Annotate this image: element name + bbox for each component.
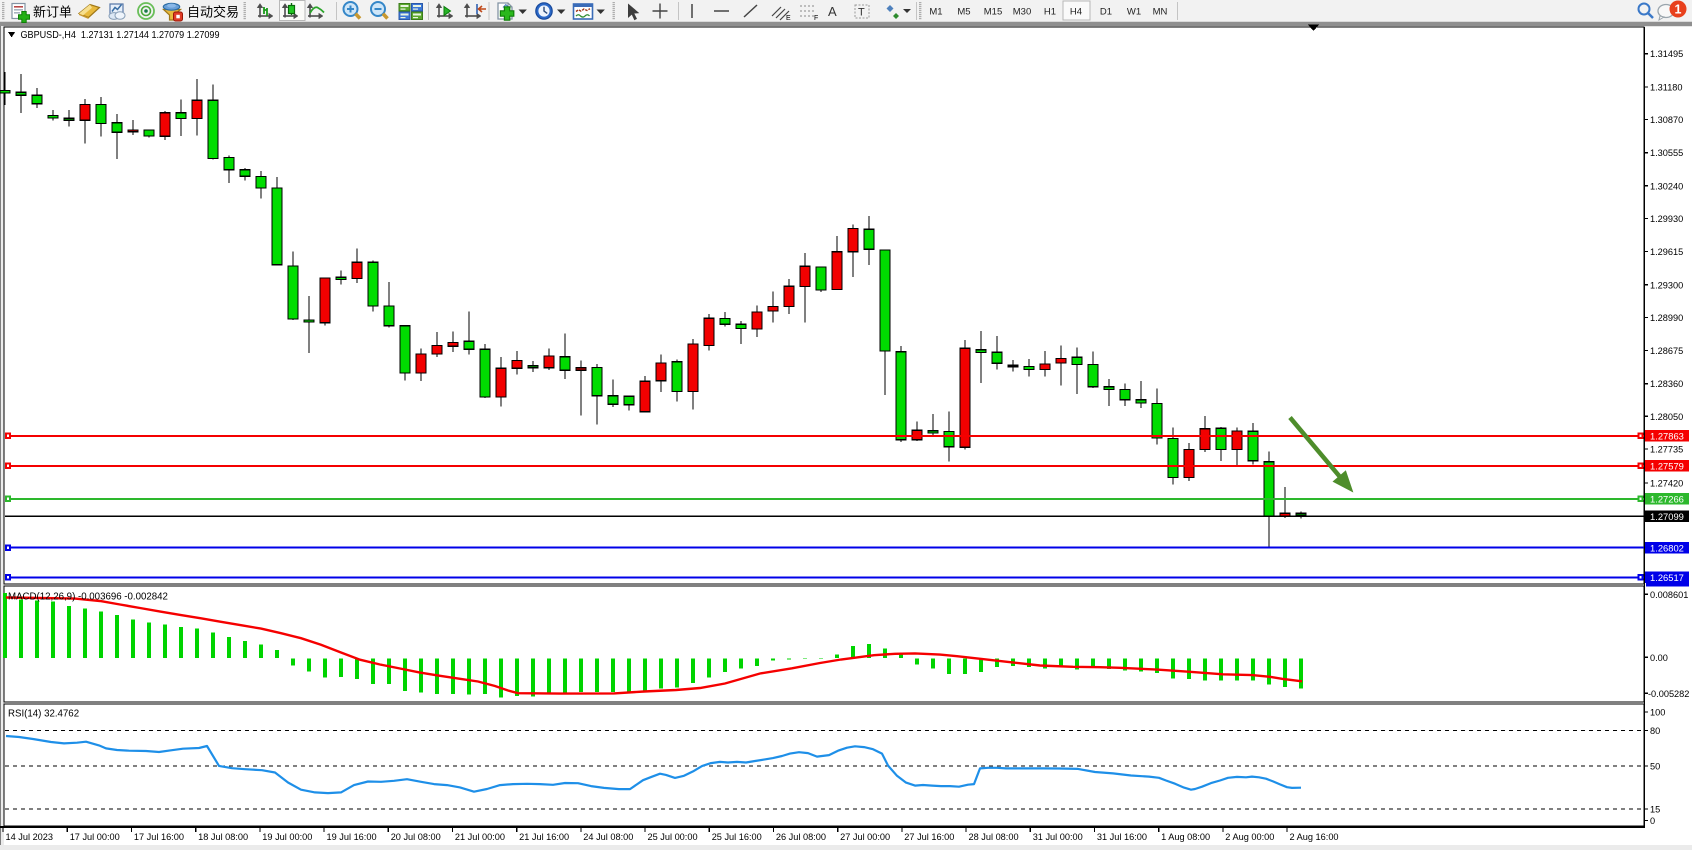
svg-text:21 Jul 16:00: 21 Jul 16:00 [519,832,569,842]
svg-text:-0.005282: -0.005282 [1648,689,1689,699]
svg-text:自动交易: 自动交易 [187,5,239,20]
svg-text:1.28050: 1.28050 [1650,412,1683,422]
svg-text:D1: D1 [1100,6,1112,17]
svg-text:1 Aug 08:00: 1 Aug 08:00 [1161,832,1210,842]
svg-text:1.28990: 1.28990 [1650,313,1683,323]
svg-text:18 Jul 08:00: 18 Jul 08:00 [198,832,248,842]
svg-text:1.27863: 1.27863 [1650,431,1684,442]
svg-text:MACD(12,26,9) -0.003696 -0.002: MACD(12,26,9) -0.003696 -0.002842 [8,591,168,602]
svg-text:M1: M1 [929,6,942,17]
svg-text:25 Jul 00:00: 25 Jul 00:00 [648,832,698,842]
svg-text:28 Jul 08:00: 28 Jul 08:00 [969,832,1019,842]
svg-text:21 Jul 00:00: 21 Jul 00:00 [455,832,505,842]
svg-text:1.29615: 1.29615 [1650,247,1683,257]
svg-text:1.29300: 1.29300 [1650,280,1683,290]
svg-text:27 Jul 16:00: 27 Jul 16:00 [904,832,954,842]
svg-text:1.29930: 1.29930 [1650,214,1683,224]
svg-text:1.28360: 1.28360 [1650,379,1683,389]
svg-text:1.27579: 1.27579 [1650,461,1684,472]
svg-text:H4: H4 [1070,6,1082,17]
svg-text:1: 1 [1675,3,1682,17]
svg-text:W1: W1 [1127,6,1141,17]
svg-text:1.30870: 1.30870 [1650,115,1683,125]
svg-text:M5: M5 [957,6,970,17]
svg-text:E: E [786,15,791,22]
svg-text:M15: M15 [984,6,1002,17]
svg-text:0.008601: 0.008601 [1650,590,1688,600]
svg-text:2 Aug 00:00: 2 Aug 00:00 [1225,832,1274,842]
svg-text:1.30555: 1.30555 [1650,148,1683,158]
svg-text:A: A [828,4,837,19]
svg-text:50: 50 [1650,762,1660,772]
svg-text:1.27420: 1.27420 [1650,478,1683,488]
svg-text:20 Jul 08:00: 20 Jul 08:00 [391,832,441,842]
svg-text:1.26802: 1.26802 [1650,543,1684,554]
svg-text:17 Jul 00:00: 17 Jul 00:00 [70,832,120,842]
svg-text:27 Jul 00:00: 27 Jul 00:00 [840,832,890,842]
svg-text:0: 0 [1650,816,1655,826]
svg-text:1.31180: 1.31180 [1650,82,1683,92]
svg-text:T: T [858,7,865,19]
svg-text:25 Jul 16:00: 25 Jul 16:00 [712,832,762,842]
svg-text:31 Jul 00:00: 31 Jul 00:00 [1033,832,1083,842]
svg-text:1.27099: 1.27099 [1650,511,1684,522]
svg-text:0.00: 0.00 [1650,653,1668,663]
svg-text:1.31495: 1.31495 [1650,49,1683,59]
svg-text:17 Jul 16:00: 17 Jul 16:00 [134,832,184,842]
svg-text:MN: MN [1153,6,1168,17]
svg-text:RSI(14) 32.4762: RSI(14) 32.4762 [8,709,79,720]
svg-text:15: 15 [1650,804,1660,814]
svg-text:14 Jul 2023: 14 Jul 2023 [6,832,54,842]
svg-text:24 Jul 08:00: 24 Jul 08:00 [583,832,633,842]
svg-text:26 Jul 08:00: 26 Jul 08:00 [776,832,826,842]
svg-text:新订单: 新订单 [33,5,72,20]
svg-text:M30: M30 [1013,6,1031,17]
svg-text:31 Jul 16:00: 31 Jul 16:00 [1097,832,1147,842]
svg-text:H1: H1 [1044,6,1056,17]
svg-text:2 Aug 16:00: 2 Aug 16:00 [1290,832,1339,842]
svg-text:F: F [814,15,818,22]
svg-text:GBPUSD-,H4 1.27131 1.27144 1.: GBPUSD-,H4 1.27131 1.27144 1.27079 1.270… [21,30,220,41]
svg-text:100: 100 [1650,708,1665,718]
svg-text:1.30240: 1.30240 [1650,181,1683,191]
svg-text:19 Jul 16:00: 19 Jul 16:00 [327,832,377,842]
svg-text:1.27266: 1.27266 [1650,494,1684,505]
svg-text:1.26517: 1.26517 [1650,572,1684,583]
svg-text:80: 80 [1650,726,1660,736]
svg-text:1.27735: 1.27735 [1650,444,1683,454]
svg-text:19 Jul 00:00: 19 Jul 00:00 [262,832,312,842]
svg-text:1.28675: 1.28675 [1650,346,1683,356]
